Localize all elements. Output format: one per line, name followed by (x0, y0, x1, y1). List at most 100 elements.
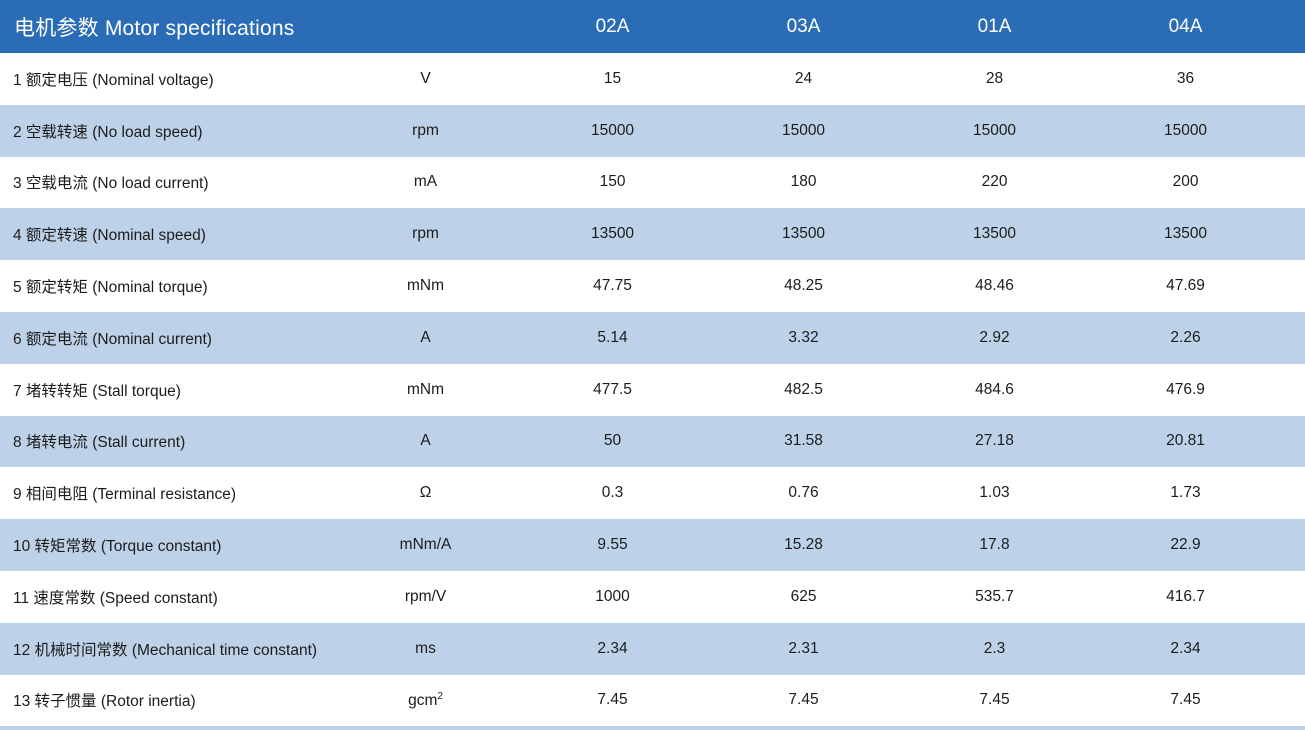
spec-table-body: 1 额定电压 (Nominal voltage) V 15 24 28 36 2 空载转速 … (0, 53, 1305, 727)
param-value: 5.14 (597, 328, 628, 346)
row-spacer (1281, 416, 1305, 468)
table-row: 13 转子惯量 (Rotor inertia) gcm2 7.45 7.45 7.45 7… (0, 674, 1305, 727)
param-unit: mA (413, 173, 438, 191)
row-spacer (1281, 157, 1305, 209)
param-label: 1 额定电压 (Nominal voltage) (13, 71, 214, 89)
param-value: 28 (985, 69, 1004, 87)
param-value: 13500 (590, 225, 635, 243)
param-unit: V (420, 69, 431, 87)
table-row: 12 机械时间常数 (Mechanical time constant) ms 2.… (0, 622, 1305, 675)
param-value: 13500 (781, 225, 826, 243)
row-spacer (1281, 105, 1305, 157)
param-unit: gcm2 (408, 690, 443, 710)
param-value: 7.45 (1170, 691, 1201, 709)
table-row: 9 相间电阻 (Terminal resistance) Ω 0.3 0.76 1.03… (0, 467, 1305, 520)
param-value: 17.8 (979, 536, 1010, 554)
param-value: 48.46 (975, 277, 1014, 295)
param-value: 484.6 (975, 380, 1014, 398)
table-row: 2 空载转速 (No load speed) rpm 15000 15000 15000… (0, 104, 1305, 157)
column-header-04a: 04A (1168, 15, 1203, 37)
table-row: 5 额定转矩 (Nominal torque) mNm 47.75 48.25 48.4… (0, 260, 1305, 312)
param-value: 625 (790, 587, 817, 605)
param-value: 2.3 (983, 639, 1006, 657)
spec-table-header: 电机参数 Motor specifications 02A 03A 01A 04… (0, 0, 1305, 53)
row-spacer (1281, 53, 1305, 105)
param-value: 2.92 (979, 328, 1010, 346)
param-value: 477.5 (593, 380, 632, 398)
column-header-03a: 03A (786, 15, 821, 37)
row-spacer (1281, 467, 1305, 519)
param-label: 7 堵转转矩 (Stall torque) (13, 382, 181, 400)
param-value: 0.76 (788, 484, 819, 502)
param-value: 476.9 (1166, 380, 1205, 398)
param-unit: A (420, 432, 431, 450)
table-row: 1 额定电压 (Nominal voltage) V 15 24 28 36 (0, 53, 1305, 105)
param-unit: rpm (412, 121, 439, 139)
row-spacer (1281, 623, 1305, 675)
param-label: 8 堵转电流 (Stall current) (13, 434, 186, 452)
param-unit: Ω (419, 484, 432, 502)
param-label: 2 空载转速 (No load speed) (13, 123, 203, 141)
param-value: 2.34 (597, 639, 628, 657)
param-value: 24 (794, 69, 813, 87)
param-label: 6 额定电流 (Nominal current) (13, 330, 212, 348)
param-value: 13500 (1163, 225, 1208, 243)
param-value: 220 (981, 173, 1008, 191)
param-unit: rpm/V (404, 587, 447, 605)
param-value: 7.45 (788, 691, 819, 709)
param-value: 47.75 (593, 277, 632, 295)
param-value: 1.03 (979, 484, 1010, 502)
param-value: 15 (603, 69, 622, 87)
param-value: 48.25 (784, 277, 823, 295)
param-value: 416.7 (1166, 587, 1205, 605)
param-value: 7.45 (597, 691, 628, 709)
param-value: 27.18 (975, 432, 1014, 450)
row-spacer (1281, 208, 1305, 260)
param-value: 150 (599, 173, 626, 191)
param-value: 2.26 (1170, 328, 1201, 346)
param-label: 12 机械时间常数 (Mechanical time constant) (13, 641, 318, 659)
param-value: 7.45 (979, 691, 1010, 709)
param-value: 1.73 (1170, 484, 1201, 502)
param-value: 36 (1176, 69, 1195, 87)
param-label: 13 转子惯量 (Rotor inertia) (13, 693, 196, 711)
param-value: 3.32 (788, 328, 819, 346)
param-unit: mNm (406, 380, 445, 398)
row-spacer (1281, 260, 1305, 312)
table-row: 11 速度常数 (Speed constant) rpm/V 1000 625 535.… (0, 570, 1305, 623)
param-value: 47.69 (1166, 277, 1205, 295)
table-row: 8 堵转电流 (Stall current) A 50 31.58 27.18 20.81 (0, 415, 1305, 468)
table-title: 电机参数 Motor specifications (14, 16, 295, 40)
param-unit: ms (415, 639, 436, 657)
param-unit: mNm/A (399, 536, 452, 554)
param-label: 5 额定转矩 (Nominal torque) (13, 279, 208, 297)
param-value: 15.28 (784, 536, 823, 554)
param-value: 2.34 (1170, 639, 1201, 657)
param-value: 22.9 (1170, 536, 1201, 554)
param-label: 4 额定转速 (Nominal speed) (13, 227, 206, 245)
row-spacer (1281, 675, 1305, 727)
param-value: 0.3 (601, 484, 624, 502)
table-row: 6 额定电流 (Nominal current) A 5.14 3.32 2.92 2.2… (0, 311, 1305, 364)
row-spacer (1281, 364, 1305, 416)
column-header-01a: 01A (977, 15, 1012, 37)
row-spacer (1281, 519, 1305, 571)
table-row: 4 额定转速 (Nominal speed) rpm 13500 13500 13500… (0, 208, 1305, 261)
param-unit: A (420, 328, 431, 346)
param-value: 50 (603, 432, 622, 450)
column-header-02a: 02A (595, 15, 630, 37)
table-row: 3 空载电流 (No load current) mA 150 180 220 200 (0, 156, 1305, 209)
param-value: 2.31 (788, 639, 819, 657)
param-label: 11 速度常数 (Speed constant) (13, 589, 218, 607)
param-value: 15000 (1163, 121, 1208, 139)
param-value: 15000 (972, 121, 1017, 139)
param-unit: rpm (412, 225, 439, 243)
param-value: 1000 (595, 587, 630, 605)
param-label: 9 相间电阻 (Terminal resistance) (13, 486, 237, 504)
header-spacer (1281, 0, 1305, 53)
param-value: 15000 (781, 121, 826, 139)
param-label: 3 空载电流 (No load current) (13, 175, 209, 193)
param-value: 482.5 (784, 380, 823, 398)
